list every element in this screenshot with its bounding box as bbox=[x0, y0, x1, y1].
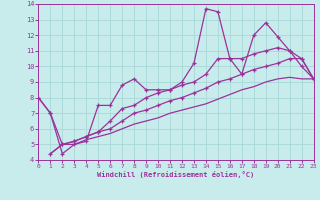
X-axis label: Windchill (Refroidissement éolien,°C): Windchill (Refroidissement éolien,°C) bbox=[97, 171, 255, 178]
